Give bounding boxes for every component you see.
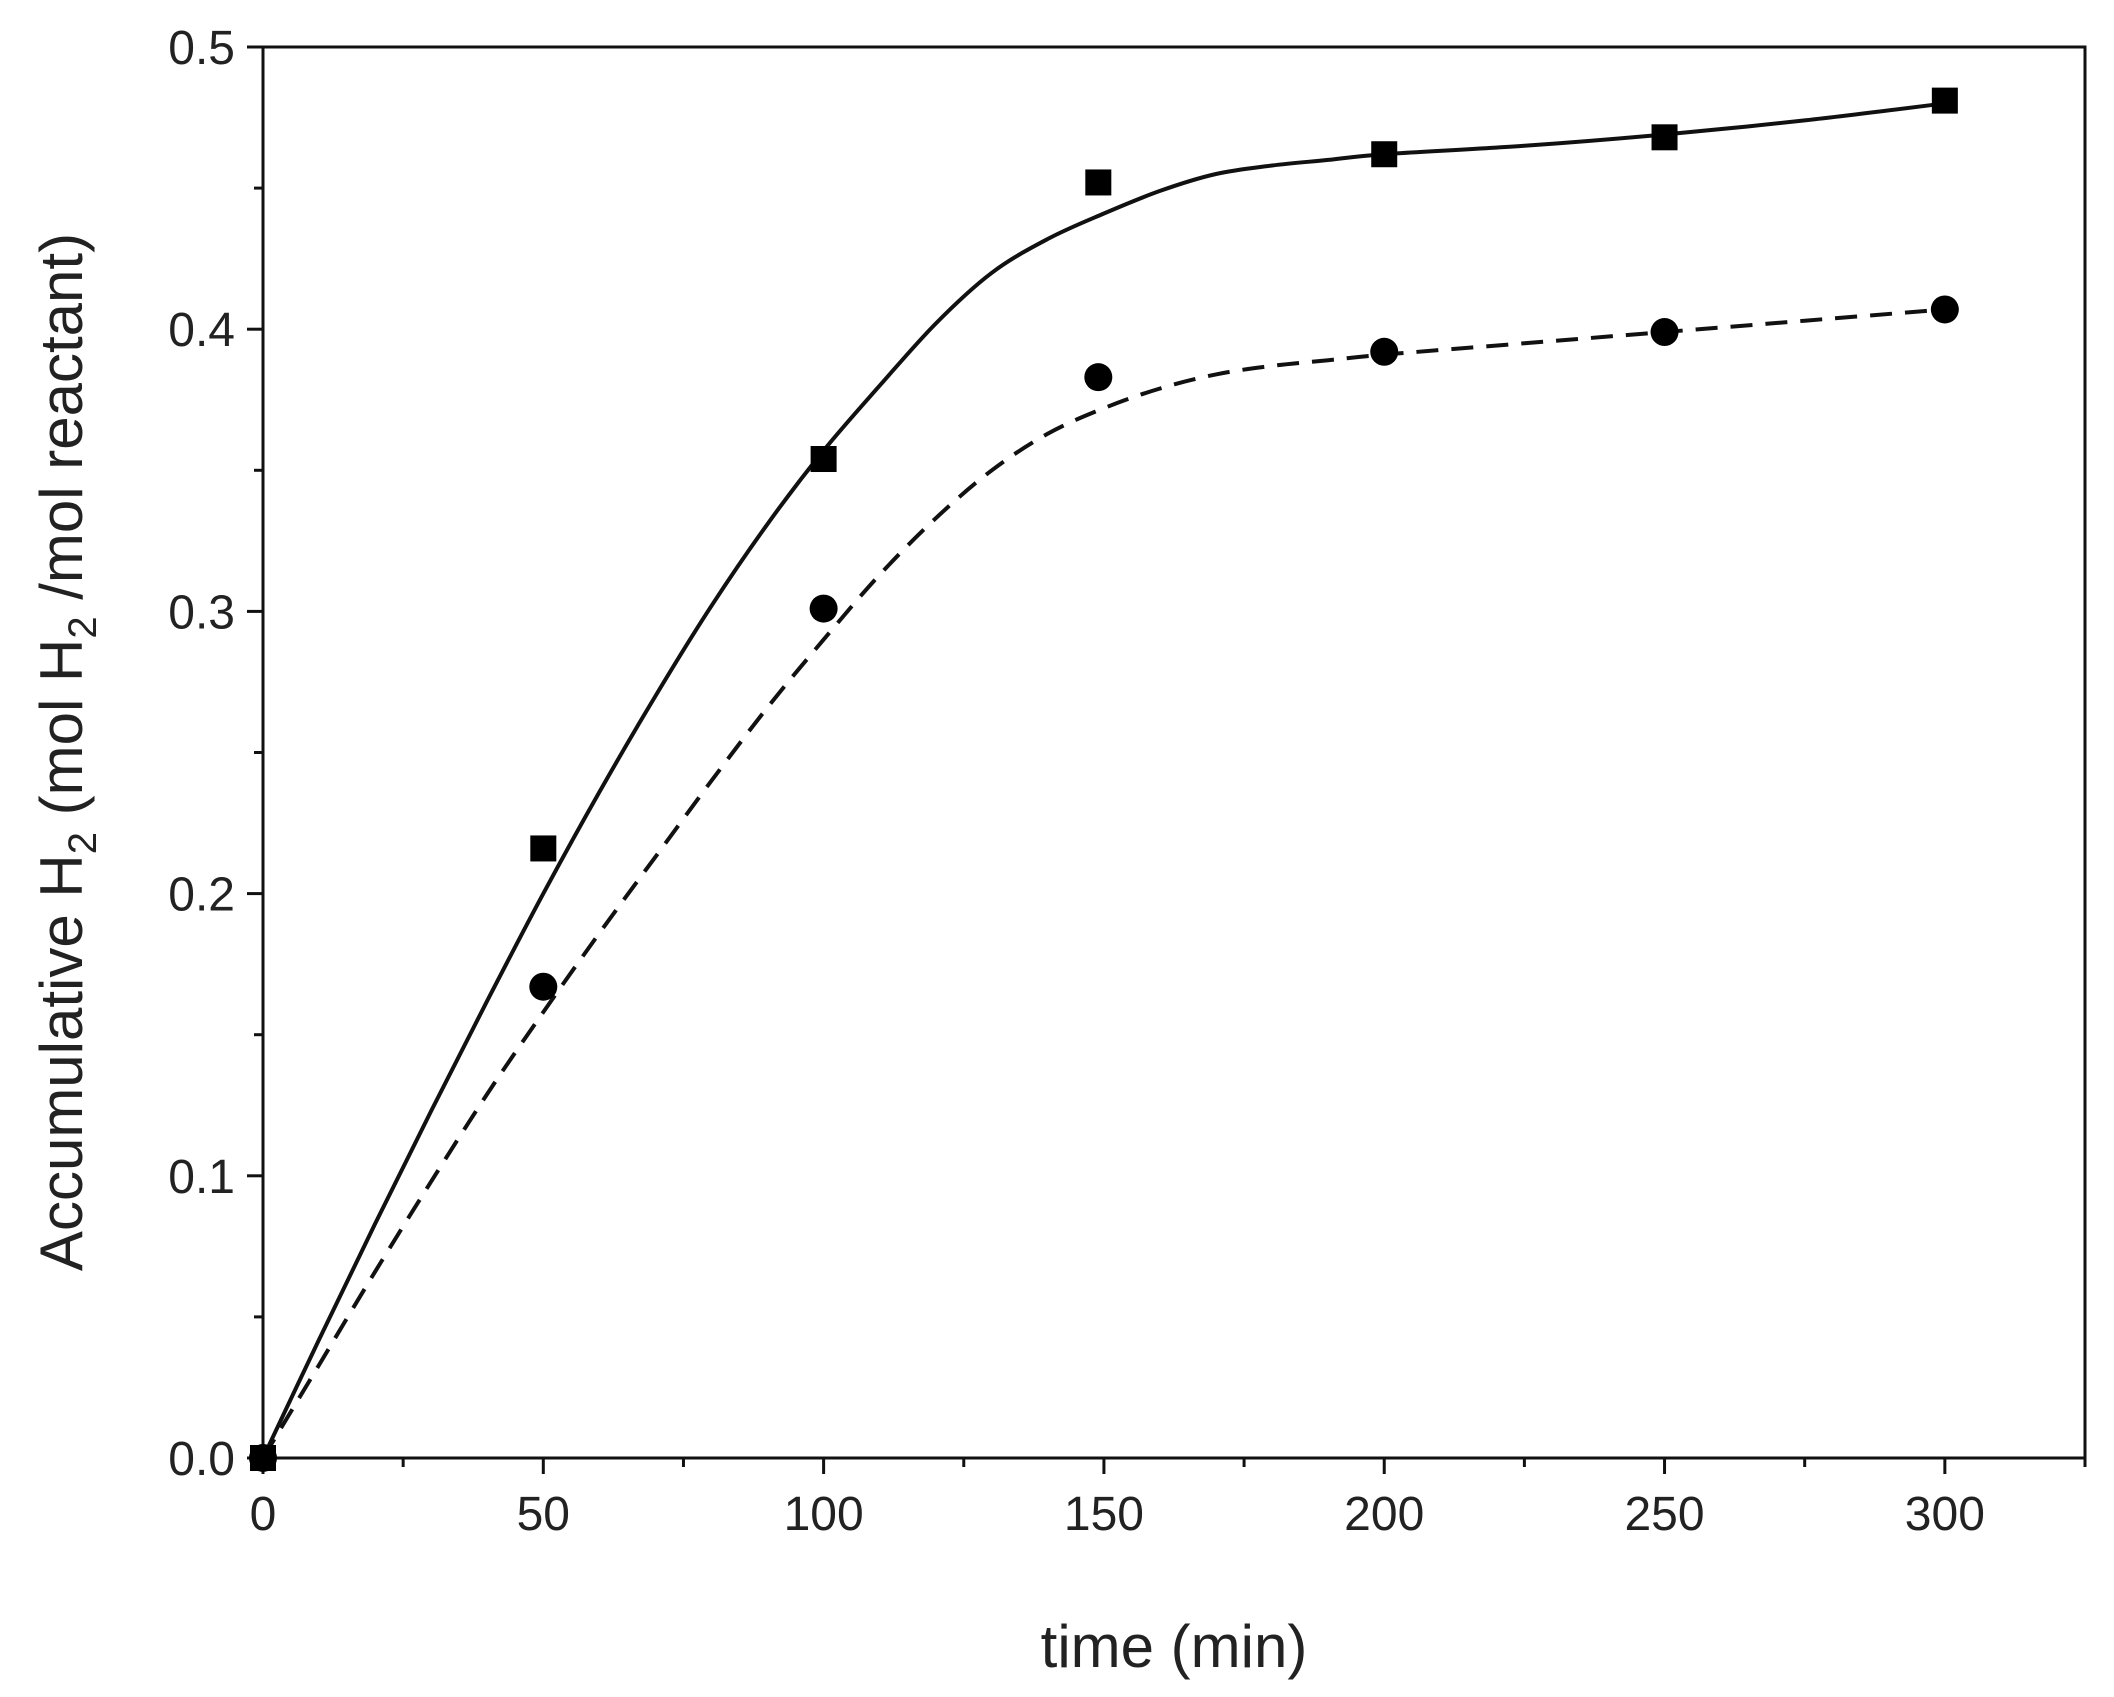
y-axis-title-part-1: Accumulative H <box>28 854 95 1271</box>
tick-labels: 0 50 100 150 200 250 300 0.0 0.1 0.2 0.3 0.4 0.5 <box>168 22 1985 1541</box>
axis-ticks <box>247 45 2087 1474</box>
y-tick-label: 0.3 <box>168 586 235 639</box>
y-axis-title-part-3: /mol reactant) <box>28 233 95 616</box>
square-marker <box>1651 124 1678 151</box>
y-axis-title-subscript-1: 2 <box>61 832 105 854</box>
fit-curves <box>261 101 1946 1460</box>
x-tick-label: 300 <box>1905 1488 1985 1541</box>
y-tick-label: 0.1 <box>168 1151 235 1204</box>
plot-frame <box>261 45 2087 1460</box>
circle-marker <box>1370 337 1399 366</box>
y-tick-label: 0.5 <box>168 22 235 75</box>
x-tick-label: 50 <box>517 1488 570 1541</box>
circle-marker <box>529 972 558 1001</box>
square-marker <box>1931 87 1958 114</box>
y-axis-title-part-2: (mol H <box>28 639 95 832</box>
x-tick-label: 100 <box>784 1488 864 1541</box>
square-marker <box>1085 169 1112 196</box>
circle-marker <box>249 1444 277 1472</box>
x-tick-label: 250 <box>1624 1488 1704 1541</box>
y-axis-title: Accumulative H2 (mol H2 /mol reactant) <box>28 233 105 1271</box>
y-tick-label: 0.0 <box>168 1433 235 1486</box>
x-tick-label: 0 <box>250 1488 277 1541</box>
y-axis-title-subscript-2: 2 <box>61 616 105 638</box>
solid-fit-curve <box>261 101 1946 1459</box>
square-marker <box>810 446 837 473</box>
plot-area-border <box>261 45 2087 1460</box>
data-markers <box>249 87 1959 1472</box>
dashed-fit-curve <box>261 307 1945 1460</box>
square-marker <box>530 835 557 862</box>
circle-marker <box>809 594 838 623</box>
circle-marker <box>1650 318 1679 347</box>
square-marker <box>1371 141 1398 168</box>
circle-marker <box>1930 295 1959 324</box>
x-axis-title: time (min) <box>1041 1613 1308 1680</box>
circle-marker <box>1084 363 1113 392</box>
x-tick-label: 150 <box>1064 1488 1144 1541</box>
y-tick-label: 0.2 <box>168 869 235 922</box>
y-tick-label: 0.4 <box>168 304 235 357</box>
x-tick-label: 200 <box>1344 1488 1424 1541</box>
